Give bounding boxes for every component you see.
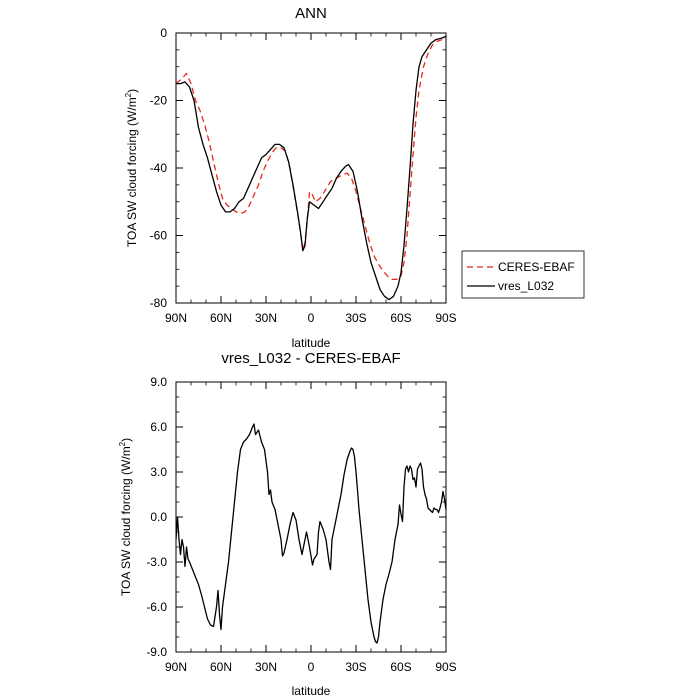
top-series-line-ceres-ebaf	[175, 39, 446, 281]
top-panel: ANN 90N 60N 30N 0 30S 60S 90S 0 -20 -40 -60 -80 lat…	[124, 5, 585, 350]
top-x-tick-label-4: 30S	[345, 311, 366, 325]
bottom-y-tick-label-4: -3.0	[146, 555, 167, 569]
top-y-axis-label-sup: 2	[124, 92, 133, 97]
bottom-y-tick-label-5: -6.0	[146, 600, 167, 614]
bottom-y-tick-label-1: 6.0	[150, 420, 167, 434]
bottom-chart-title: vres_L032 - CERES-EBAF	[221, 350, 400, 367]
bottom-y-tick-label-2: 3.0	[150, 465, 167, 479]
bottom-ticks-group: 90N 60N 30N 0 30S 60S 90S 9.0 6.0 3.0 0.0 -3.0 -6.0 -…	[146, 375, 456, 674]
bottom-x-tick-label-6: 90S	[435, 660, 456, 674]
bottom-series-line-difference	[175, 423, 447, 644]
top-chart-title: ANN	[295, 5, 327, 22]
top-series-line-vres-l032	[176, 35, 447, 301]
top-plot-frame	[175, 32, 447, 304]
bottom-x-tick-label-2: 30N	[255, 660, 277, 674]
top-y-tick-label-0: 0	[160, 26, 167, 40]
top-x-tick-label-2: 30N	[255, 311, 277, 325]
top-y-tick-label-4: -80	[150, 296, 168, 310]
top-y-tick-label-2: -40	[150, 161, 168, 175]
legend-label-ceres: CERES-EBAF	[498, 260, 575, 274]
bottom-y-tick-label-3: 0.0	[150, 510, 167, 524]
top-x-tick-label-6: 90S	[435, 311, 456, 325]
legend-box	[461, 250, 585, 299]
bottom-y-axis-label-main: TOA SW cloud forcing (W/m	[119, 446, 133, 596]
top-y-tick-label-3: -60	[150, 229, 168, 243]
top-x-tick-label-1: 60N	[210, 311, 232, 325]
bottom-x-tick-label-4: 30S	[345, 660, 366, 674]
bottom-x-axis-label: latitude	[292, 684, 331, 698]
bottom-x-tick-label-3: 0	[308, 660, 315, 674]
bottom-y-axis-label-sup: 2	[118, 441, 127, 446]
top-x-tick-label-3: 0	[308, 311, 315, 325]
bottom-x-tick-label-5: 60S	[390, 660, 411, 674]
bottom-x-tick-label-1: 60N	[210, 660, 232, 674]
top-x-axis-label: latitude	[292, 336, 331, 350]
bottom-y-axis-label-end: )	[119, 438, 133, 442]
bottom-plot-frame	[175, 381, 447, 653]
bottom-y-axis-label: TOA SW cloud forcing (W/m2)	[118, 438, 133, 596]
bottom-series-group	[175, 423, 447, 644]
top-y-axis-label-end: )	[125, 89, 139, 93]
bottom-panel: vres_L032 - CERES-EBAF 90N 60N 30N 0 30S 60S 9…	[118, 350, 457, 698]
bottom-y-tick-label-6: -9.0	[146, 645, 167, 659]
bottom-y-tick-label-0: 9.0	[150, 375, 167, 389]
bottom-x-tick-label-0: 90N	[165, 660, 187, 674]
top-y-tick-label-1: -20	[150, 94, 168, 108]
legend-label-model: vres_L032	[498, 279, 554, 293]
top-series-group	[175, 35, 447, 301]
top-ticks-group: 90N 60N 30N 0 30S 60S 90S 0 -20 -40 -60 -80	[150, 26, 457, 325]
top-x-tick-label-0: 90N	[165, 311, 187, 325]
top-x-tick-label-5: 60S	[390, 311, 411, 325]
legend: CERES-EBAF vres_L032	[461, 250, 585, 299]
top-y-axis-label-main: TOA SW cloud forcing (W/m	[125, 97, 139, 247]
top-y-axis-label: TOA SW cloud forcing (W/m2)	[124, 89, 139, 247]
